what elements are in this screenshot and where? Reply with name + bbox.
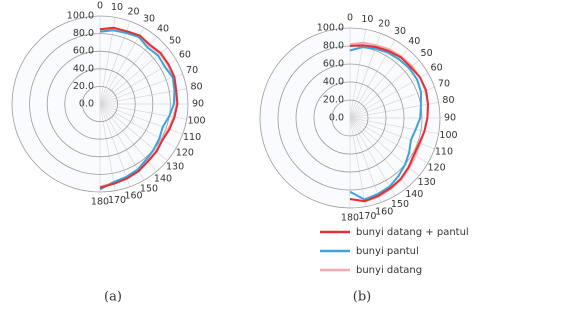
angle-label: 130 [418,177,436,188]
angle-label: 100 [187,116,205,127]
radial-tick-label: 100.0 [317,23,344,34]
angle-label: 110 [183,132,201,143]
angle-label: 130 [166,161,184,172]
angle-label: 110 [435,147,453,158]
angle-label: 50 [169,36,181,47]
angle-label: 90 [192,99,204,110]
angle-label: 60 [179,50,191,61]
angle-label: 180 [341,213,359,224]
radial-tick-label: 40.0 [73,63,94,74]
radial-tick-label: 0.0 [79,99,94,110]
angle-label: 180 [91,197,109,208]
legend-label: bunyi datang [356,265,422,276]
radial-tick-label: 80.0 [323,41,344,52]
angle-label: 90 [444,113,456,124]
figure: 0102030405060708090100110120130140150160… [0,0,578,310]
angle-label: 120 [428,163,446,174]
angle-label: 170 [358,211,376,222]
angle-label: 70 [438,78,450,89]
angle-label: 0 [97,1,103,12]
angle-label: 20 [378,19,390,30]
angle-label: 30 [143,14,155,25]
legend-label: bunyi pantul [356,246,419,257]
angle-label: 50 [421,48,433,59]
angle-label: 10 [361,14,373,25]
radial-tick-label: 0.0 [329,113,344,124]
angle-label: 80 [442,95,454,106]
angle-label: 120 [176,148,194,159]
angle-label: 60 [431,63,443,74]
angle-label: 70 [186,65,198,76]
radial-tick-label: 80.0 [73,28,94,39]
angle-label: 160 [375,206,393,217]
angle-label: 40 [408,36,420,47]
radial-tick-label: 20.0 [73,81,94,92]
angle-label: 160 [124,191,142,202]
radial-tick-label: 20.0 [323,95,344,106]
radial-tick-label: 40.0 [323,77,344,88]
radial-tick-label: 60.0 [323,59,344,70]
legend-label: bunyi datang + pantul [356,227,469,238]
angle-label: 100 [439,130,457,141]
caption: (b) [353,290,371,305]
angle-label: 20 [127,6,139,17]
angle-label: 170 [108,195,126,206]
caption: (a) [104,290,122,305]
angle-label: 150 [391,199,409,210]
angle-label: 80 [190,81,202,92]
radial-tick-label: 60.0 [73,46,94,57]
angle-label: 10 [111,2,123,13]
angle-label: 40 [157,23,169,34]
angle-label: 30 [394,26,406,37]
angle-label: 150 [140,183,158,194]
radial-tick-label: 100.0 [67,11,94,22]
angle-label: 0 [347,13,353,24]
